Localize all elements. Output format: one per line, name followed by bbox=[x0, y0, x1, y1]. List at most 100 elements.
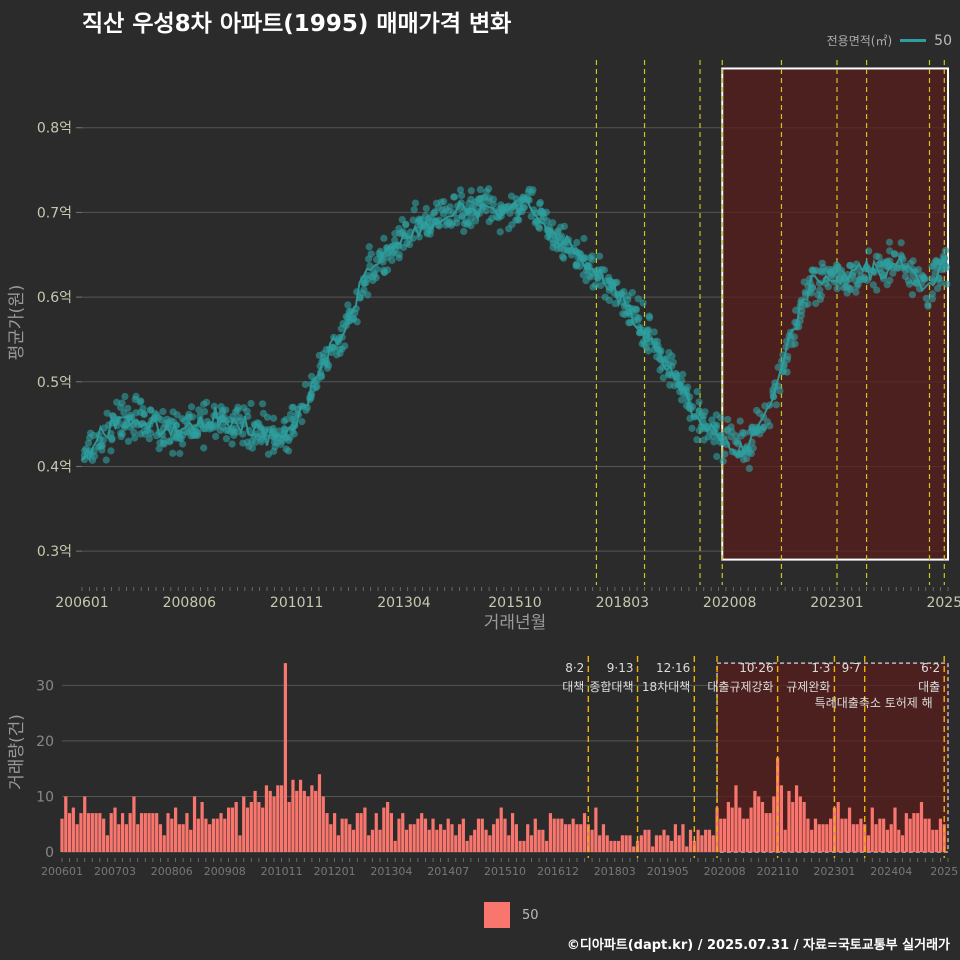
volume-bar bbox=[889, 824, 893, 852]
price-point bbox=[659, 374, 667, 382]
volume-bar bbox=[230, 807, 234, 852]
volume-bar bbox=[571, 818, 575, 852]
top-x-tick-label: 201803 bbox=[596, 595, 649, 611]
volume-bar bbox=[204, 818, 208, 852]
volume-bar bbox=[791, 802, 795, 852]
price-point bbox=[909, 257, 917, 265]
price-point bbox=[908, 291, 916, 299]
policy-name-label: 특례대출축소 토허제 해 bbox=[815, 696, 933, 710]
price-point bbox=[644, 326, 653, 334]
price-point bbox=[247, 399, 255, 408]
policy-date-label: 6·2 bbox=[921, 661, 940, 675]
volume-bar bbox=[393, 840, 397, 852]
price-point bbox=[117, 403, 125, 411]
price-point bbox=[460, 227, 468, 236]
price-point bbox=[688, 424, 696, 432]
volume-bar bbox=[938, 818, 943, 852]
volume-bar bbox=[355, 813, 359, 852]
price-point bbox=[307, 372, 316, 380]
price-point bbox=[485, 185, 493, 193]
price-point bbox=[193, 428, 201, 436]
price-point bbox=[557, 232, 566, 240]
price-point bbox=[816, 286, 824, 294]
price-point bbox=[542, 208, 551, 216]
volume-bar bbox=[681, 824, 685, 852]
price-trend-line bbox=[81, 194, 945, 462]
price-point bbox=[411, 199, 420, 207]
price-point bbox=[284, 447, 293, 455]
price-point bbox=[719, 457, 727, 465]
price-point bbox=[934, 284, 942, 293]
price-point bbox=[914, 265, 923, 274]
volume-bar bbox=[556, 818, 560, 852]
volume-bar bbox=[340, 818, 344, 852]
price-point bbox=[605, 296, 613, 305]
volume-bar bbox=[298, 779, 303, 852]
policy-date-label: 1·3 bbox=[811, 661, 830, 675]
volume-bar bbox=[283, 663, 287, 852]
price-point bbox=[597, 281, 605, 290]
volume-bar bbox=[499, 807, 503, 852]
price-point bbox=[763, 418, 772, 426]
price-point bbox=[367, 250, 375, 258]
volume-bar bbox=[545, 840, 549, 852]
volume-bar bbox=[726, 802, 730, 852]
volume-bar bbox=[492, 824, 496, 852]
volume-bar bbox=[696, 829, 700, 852]
bottom-x-tick-label: 202110 bbox=[757, 865, 799, 878]
volume-bar bbox=[810, 829, 814, 852]
price-point bbox=[591, 281, 599, 289]
area-legend: 전용면적(㎡) 50 bbox=[827, 32, 952, 49]
volume-bar bbox=[563, 824, 568, 852]
volume-bar bbox=[420, 813, 424, 852]
volume-bar bbox=[280, 785, 284, 852]
price-point bbox=[645, 314, 654, 322]
volume-bar bbox=[855, 824, 859, 852]
bottom-y-tick-label: 0 bbox=[45, 845, 54, 861]
volume-bar bbox=[79, 813, 83, 852]
bottom-x-tick-label: 200908 bbox=[204, 865, 246, 878]
top-x-tick-label: 200806 bbox=[163, 595, 217, 611]
price-point bbox=[99, 436, 108, 444]
price-point bbox=[644, 347, 652, 355]
top-x-tick-label: 201011 bbox=[270, 595, 323, 611]
price-point bbox=[236, 413, 244, 422]
volume-bar bbox=[287, 802, 291, 852]
volume-bar bbox=[363, 807, 367, 852]
volume-bar bbox=[397, 818, 401, 852]
price-point bbox=[543, 217, 551, 225]
volume-bar bbox=[594, 807, 598, 852]
volume-bar bbox=[253, 790, 257, 852]
volume-bar bbox=[802, 802, 806, 852]
volume-bar bbox=[435, 829, 439, 852]
volume-bar bbox=[484, 829, 488, 852]
volume-bar bbox=[817, 824, 821, 852]
volume-bar bbox=[64, 796, 68, 852]
volume-bar bbox=[700, 835, 704, 852]
volume-bar bbox=[67, 813, 72, 852]
price-point bbox=[124, 404, 132, 412]
volume-bar bbox=[567, 824, 571, 852]
area-legend-value: 50 bbox=[934, 32, 952, 49]
policy-name-label: 대책 bbox=[562, 679, 584, 694]
volume-bar bbox=[306, 796, 310, 852]
policy-date-label: 12·16 bbox=[656, 661, 690, 675]
volume-bar bbox=[401, 813, 405, 852]
price-point bbox=[822, 279, 830, 288]
price-point bbox=[852, 288, 860, 296]
volume-bar bbox=[226, 807, 231, 852]
price-point bbox=[693, 388, 701, 396]
volume-legend-swatch bbox=[484, 902, 510, 928]
price-point bbox=[136, 398, 144, 406]
volume-bar bbox=[613, 840, 617, 852]
volume-bar bbox=[866, 835, 871, 852]
volume-bar bbox=[454, 835, 458, 852]
bottom-y-tick-label: 30 bbox=[36, 678, 54, 694]
volume-bar bbox=[211, 818, 216, 852]
price-point bbox=[124, 437, 133, 445]
price-point bbox=[176, 449, 184, 458]
price-point bbox=[302, 406, 310, 414]
price-point bbox=[201, 408, 209, 416]
volume-bar bbox=[120, 813, 125, 852]
volume-bar bbox=[609, 840, 613, 852]
